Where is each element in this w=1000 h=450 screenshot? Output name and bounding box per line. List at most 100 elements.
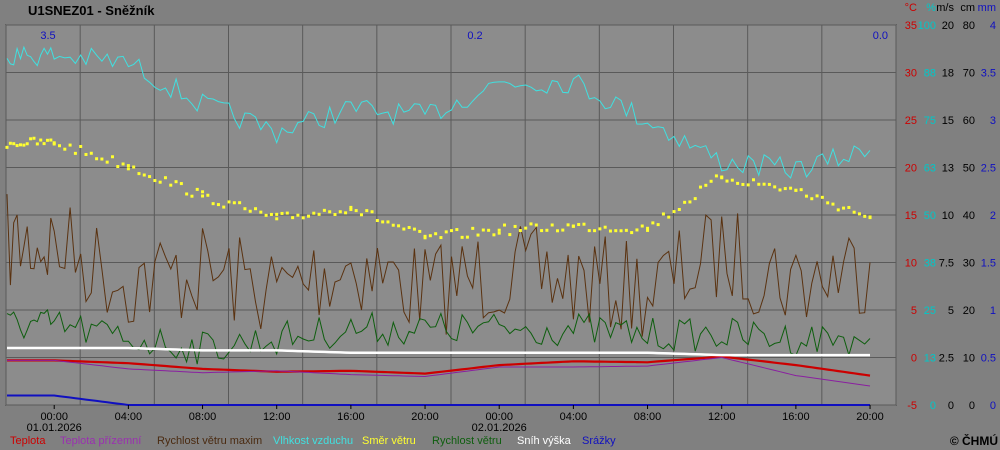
legend-item: Sníh výška [517, 435, 572, 447]
axis-tick-temperature: 15 [905, 210, 917, 222]
point-sm-r-v-tru [243, 207, 247, 211]
point-sm-r-v-tru [142, 173, 146, 177]
point-sm-r-v-tru [683, 200, 687, 204]
point-sm-r-v-tru [598, 227, 602, 231]
point-sm-r-v-tru [624, 228, 628, 232]
point-sm-r-v-tru [12, 142, 16, 146]
axis-tick-snow: 20 [963, 305, 975, 317]
point-sm-r-v-tru [587, 229, 591, 233]
point-sm-r-v-tru [296, 213, 300, 217]
point-sm-r-v-tru [137, 172, 141, 176]
point-sm-r-v-tru [725, 179, 729, 183]
axis-tick-humidity: 50 [924, 210, 936, 222]
legend-item: Teplota [10, 435, 46, 447]
point-sm-r-v-tru [317, 212, 321, 216]
point-sm-r-v-tru [492, 233, 496, 237]
axis-tick-temperature: 10 [905, 258, 917, 270]
axis-tick-snow: 0 [969, 400, 975, 412]
series-rychlost-v-tru [6, 308, 871, 365]
point-sm-r-v-tru [322, 208, 326, 212]
point-sm-r-v-tru [826, 201, 830, 205]
point-sm-r-v-tru [789, 186, 793, 190]
axis-tick-precip: 2.5 [981, 163, 996, 175]
copyright: © ČHMÚ [950, 433, 998, 448]
x-date-label: 01.01.2026 [27, 422, 82, 434]
x-tick-label: 04:00 [560, 411, 588, 423]
point-sm-r-v-tru [767, 182, 771, 186]
point-sm-r-v-tru [582, 222, 586, 226]
point-sm-r-v-tru [571, 224, 575, 228]
point-sm-r-v-tru [656, 223, 660, 227]
point-sm-r-v-tru [126, 167, 130, 171]
point-sm-r-v-tru [349, 208, 353, 212]
point-sm-r-v-tru [709, 179, 713, 183]
axis-tick-humidity: 38 [924, 258, 936, 270]
x-tick-label: 16:00 [337, 411, 365, 423]
point-sm-r-v-tru [397, 224, 401, 228]
point-sm-r-v-tru [15, 144, 19, 148]
point-sm-r-v-tru [25, 142, 29, 146]
point-sm-r-v-tru [836, 208, 840, 212]
point-sm-r-v-tru [291, 216, 295, 220]
axis-tick-wind: 2.5 [939, 353, 954, 365]
point-sm-r-v-tru [201, 190, 205, 194]
point-sm-r-v-tru [423, 236, 427, 240]
point-sm-r-v-tru [593, 229, 597, 233]
point-sm-r-v-tru [783, 187, 787, 191]
precip-total-label: 3.5 [40, 30, 55, 42]
point-sm-r-v-tru [794, 188, 798, 192]
point-sm-r-v-tru [412, 227, 416, 231]
point-sm-r-v-tru [100, 157, 104, 161]
point-sm-r-v-tru [29, 137, 33, 141]
point-sm-r-v-tru [238, 201, 242, 205]
point-sm-r-v-tru [381, 220, 385, 224]
point-sm-r-v-tru [132, 165, 136, 169]
point-sm-r-v-tru [84, 152, 88, 156]
x-tick-label: 12:00 [708, 411, 736, 423]
point-sm-r-v-tru [402, 227, 406, 231]
point-sm-r-v-tru [577, 223, 581, 227]
point-sm-r-v-tru [216, 203, 220, 207]
point-sm-r-v-tru [5, 145, 9, 149]
point-sm-r-v-tru [174, 180, 178, 184]
point-sm-r-v-tru [211, 202, 215, 206]
point-sm-r-v-tru [667, 215, 671, 219]
axis-tick-humidity: 75 [924, 115, 936, 127]
point-sm-r-v-tru [275, 217, 279, 221]
point-sm-r-v-tru [95, 157, 99, 161]
point-sm-r-v-tru [614, 229, 618, 233]
point-sm-r-v-tru [487, 228, 491, 232]
axis-tick-precip: 2 [990, 210, 996, 222]
point-sm-r-v-tru [8, 141, 12, 145]
point-sm-r-v-tru [264, 213, 268, 217]
point-sm-r-v-tru [751, 178, 755, 182]
point-sm-r-v-tru [661, 212, 665, 216]
point-sm-r-v-tru [349, 205, 353, 209]
point-sm-r-v-tru [704, 183, 708, 187]
axis-tick-snow: 50 [963, 163, 975, 175]
point-sm-r-v-tru [232, 201, 236, 205]
legend-item: Rychlost větru [432, 435, 502, 447]
point-sm-r-v-tru [857, 212, 861, 216]
point-sm-r-v-tru [407, 226, 411, 230]
point-sm-r-v-tru [847, 205, 851, 209]
point-sm-r-v-tru [804, 194, 808, 198]
point-sm-r-v-tru [227, 200, 231, 204]
legend: Teplota Teplota přízemní Rychlost větru ma… [10, 435, 616, 447]
axis-unit-precip: mm [978, 2, 996, 14]
point-sm-r-v-tru [460, 235, 464, 239]
point-sm-r-v-tru [651, 221, 655, 225]
axis-unit-wind: m/s [936, 2, 954, 14]
axis-tick-temperature: 35 [905, 20, 917, 32]
point-sm-r-v-tru [222, 205, 226, 209]
point-sm-r-v-tru [646, 228, 650, 232]
point-sm-r-v-tru [328, 210, 332, 214]
point-sm-r-v-tru [561, 228, 565, 232]
point-sm-r-v-tru [190, 194, 194, 198]
series-teplota-p-zemn- [7, 356, 871, 387]
point-sm-r-v-tru [630, 231, 634, 235]
point-sm-r-v-tru [465, 235, 469, 239]
point-sm-r-v-tru [169, 183, 173, 187]
point-sm-r-v-tru [306, 214, 310, 218]
